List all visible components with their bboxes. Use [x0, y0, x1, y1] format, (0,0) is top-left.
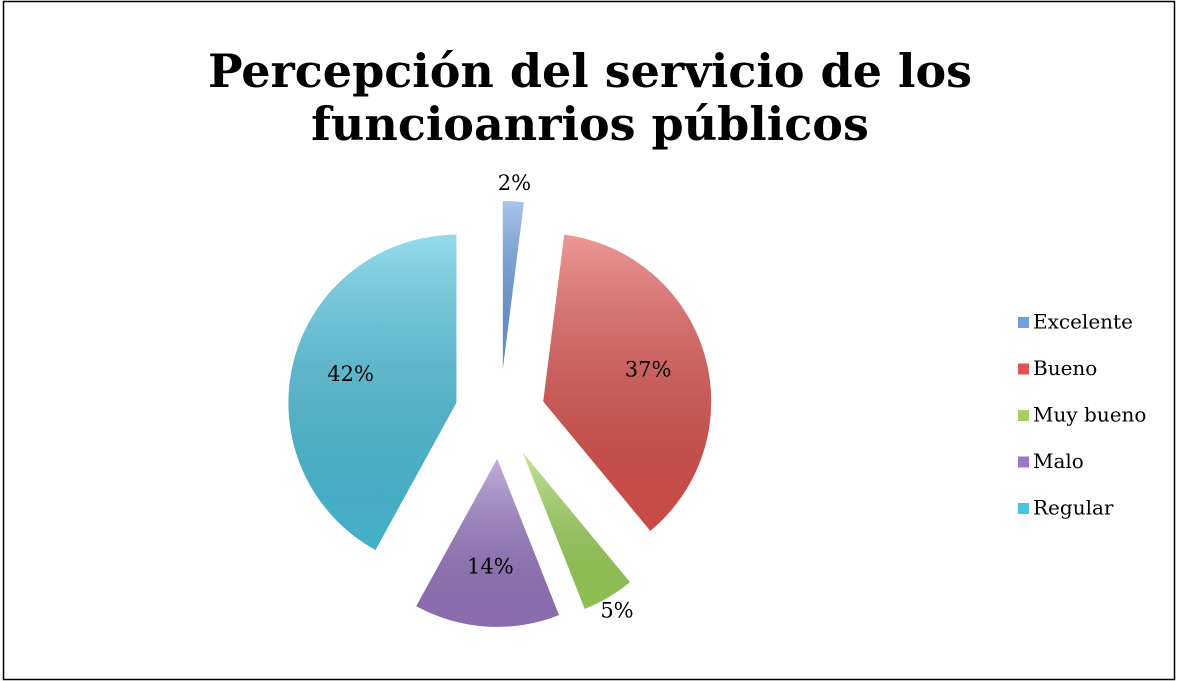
chart-title: Percepción del servicio de los: [208, 44, 972, 98]
data-label: 2%: [498, 171, 531, 195]
slice-shine: [522, 452, 630, 609]
legend-swatch: [1018, 410, 1029, 421]
legend-label: Regular: [1033, 496, 1114, 520]
legend-swatch: [1018, 363, 1029, 375]
chart-title: funcioanrios públicos: [311, 97, 869, 151]
data-label: 5%: [600, 598, 633, 622]
data-label: 37%: [625, 357, 672, 381]
legend-swatch: [1018, 317, 1029, 328]
legend-label: Muy bueno: [1033, 403, 1146, 427]
legend-swatch: [1018, 456, 1029, 468]
slice-shine: [502, 201, 524, 370]
legend-swatch: [1018, 503, 1029, 514]
slice-shine: [416, 458, 560, 627]
data-label: 42%: [327, 362, 374, 386]
slice-shine: [288, 234, 457, 551]
legend-label: Excelente: [1033, 310, 1133, 334]
data-label: 14%: [467, 554, 514, 578]
legend-label: Bueno: [1033, 356, 1097, 380]
legend-label: Malo: [1033, 449, 1084, 473]
slice-shine: [543, 234, 712, 531]
